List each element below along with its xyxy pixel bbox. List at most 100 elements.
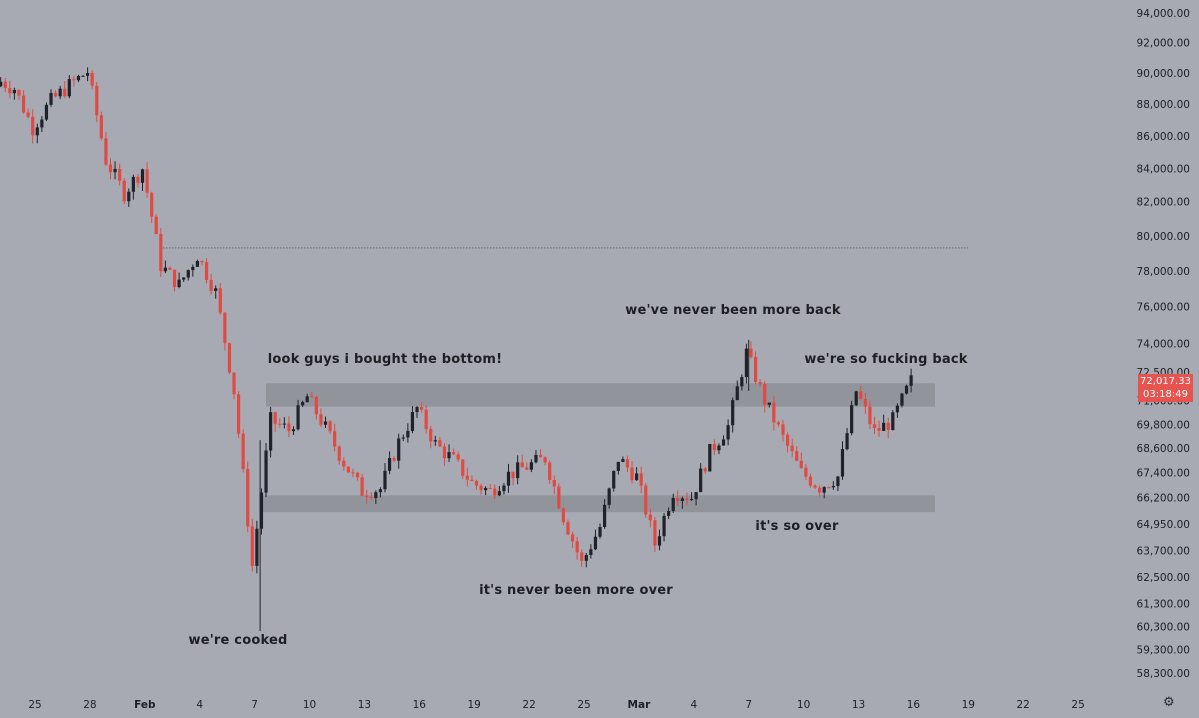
y-axis-tick-label: 74,000.00: [1137, 339, 1190, 351]
candle-body-down: [53, 92, 58, 97]
x-axis-tick-label: Feb: [134, 699, 156, 711]
last-price-tag: 72,017.33 03:18:49: [1138, 374, 1193, 403]
candle-body-down: [808, 476, 813, 486]
candle-body-down: [552, 479, 556, 487]
y-axis-tick-label: 63,700.00: [1137, 546, 1190, 558]
candle-body-down: [639, 473, 643, 486]
candle-body-up: [0, 81, 3, 87]
x-axis-tick-label: 25: [577, 699, 590, 711]
candle-body-down: [328, 421, 332, 432]
candle-body-up: [378, 489, 383, 493]
candle-body-up: [516, 462, 520, 479]
annotation-so-over: it's so over: [755, 519, 839, 534]
candle-body-up: [191, 266, 195, 271]
candle-body-down: [250, 526, 254, 566]
candle-body-down: [342, 460, 346, 467]
candle-body-down: [200, 260, 204, 263]
y-axis-tick-label: 92,000.00: [1137, 38, 1190, 50]
candle-body-down: [236, 394, 241, 434]
candle-body-down: [456, 454, 460, 460]
candle-body-down: [429, 428, 433, 442]
candle-body-up: [401, 437, 405, 439]
candle-body-down: [99, 115, 103, 139]
x-axis-tick-label: 19: [468, 699, 481, 711]
candle-body-up: [502, 485, 506, 492]
candle-body-down: [474, 480, 479, 486]
x-axis-tick-label: 28: [83, 699, 96, 711]
candle-body-up: [822, 487, 826, 493]
candle-body-up: [497, 491, 501, 496]
candle-body-down: [310, 396, 314, 398]
candle-body-up: [12, 89, 17, 94]
candle-body-down: [799, 460, 803, 468]
candle-body-down: [8, 88, 12, 94]
candle-body-down: [470, 479, 474, 481]
candle-body-up: [301, 402, 305, 406]
y-axis-tick-label: 58,300.00: [1137, 668, 1190, 680]
candle-body-up: [589, 549, 593, 555]
candle-body-down: [209, 279, 213, 291]
candle-body-up: [662, 515, 666, 537]
y-axis-tick-label: 78,000.00: [1137, 266, 1190, 278]
candle-body-up: [740, 377, 744, 387]
candle-body-down: [625, 459, 630, 468]
candle-body-down: [785, 434, 790, 446]
candle-body-up: [447, 452, 451, 459]
candle-body-up: [410, 412, 415, 431]
y-axis-tick-label: 84,000.00: [1137, 163, 1190, 175]
candle-body-down: [150, 192, 154, 217]
candle-body-up: [433, 440, 437, 442]
candle-body-down: [172, 269, 177, 288]
last-price-value: 72,017.33: [1140, 376, 1191, 388]
y-axis-tick-label: 94,000.00: [1137, 8, 1190, 20]
support-resistance-zone: [262, 495, 935, 513]
x-axis-tick-label: 10: [797, 699, 810, 711]
candle-body-up: [895, 405, 899, 413]
support-resistance-zone: [266, 383, 935, 407]
candle-body-up: [726, 425, 730, 440]
candle-body-down: [703, 468, 707, 472]
candle-body-down: [570, 534, 575, 542]
candle-body-down: [438, 440, 442, 447]
candle-body-up: [44, 104, 49, 120]
candle-body-down: [333, 431, 337, 447]
candle-body-down: [863, 398, 867, 407]
candle-countdown: 03:18:49: [1143, 389, 1188, 401]
candle-body-down: [360, 477, 364, 496]
candle-body-down: [95, 85, 99, 116]
candle-body-down: [557, 486, 561, 509]
candle-body-up: [767, 402, 771, 405]
y-axis-tick-label: 88,000.00: [1137, 99, 1190, 111]
candle-body-up: [616, 461, 620, 471]
y-axis-tick-label: 60,300.00: [1137, 621, 1190, 633]
candle-body-down: [159, 234, 163, 272]
candle-body-down: [223, 312, 227, 344]
candle-body-down: [566, 522, 570, 535]
candle-body-up: [840, 449, 845, 477]
candle-body-down: [72, 79, 76, 81]
y-axis-tick-label: 61,300.00: [1137, 599, 1190, 611]
candle-body-down: [749, 348, 753, 357]
y-axis-tick-label: 68,600.00: [1137, 443, 1190, 455]
candle-body-down: [246, 468, 250, 527]
candle-body-down: [241, 433, 245, 469]
candle-body-up: [113, 168, 117, 173]
candle-body-down: [419, 407, 424, 410]
candle-body-up: [415, 407, 419, 413]
candle-body-up: [35, 127, 39, 136]
candle-body-down: [365, 495, 369, 497]
candle-body-down: [369, 496, 373, 498]
candle-body-down: [337, 446, 341, 461]
candle-body-down: [218, 288, 222, 313]
gear-icon[interactable]: ⚙: [1163, 695, 1175, 710]
x-axis-tick-label: 22: [1017, 699, 1030, 711]
x-axis-tick-label: 10: [303, 699, 316, 711]
candle-body-up: [831, 486, 835, 488]
candle-body-down: [818, 487, 822, 493]
candle-body-up: [186, 270, 190, 278]
candle-body-down: [314, 397, 318, 415]
candle-body-up: [177, 279, 181, 288]
candle-body-down: [355, 472, 360, 478]
